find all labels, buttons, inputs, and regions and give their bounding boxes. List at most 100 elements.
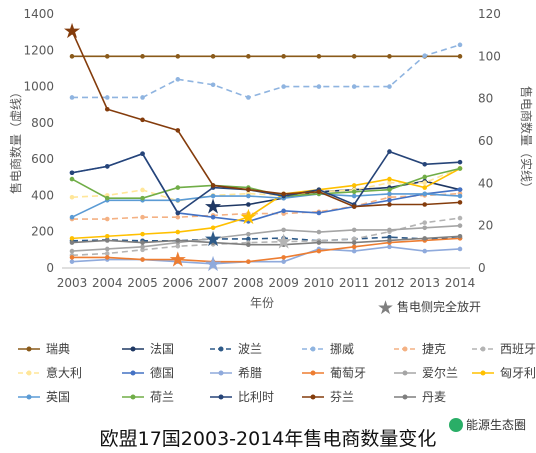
data-point [422,174,428,180]
series-line [71,236,461,242]
legend-marker [26,370,32,376]
data-point [281,235,286,241]
data-point [140,54,145,59]
data-point [281,191,286,197]
data-point [104,233,110,239]
data-point [246,236,251,242]
legend-marker [480,346,486,352]
y-left-tick-label: 400 [31,188,54,202]
full-opening-star-icon: ★ [274,230,293,254]
full-opening-star-icon: ★ [204,195,223,219]
x-tick-label: 2004 [92,276,123,290]
full-opening-star-icon: ★ [239,205,258,229]
legend-marker [26,346,32,352]
series-line [71,152,461,223]
data-point [104,95,110,100]
right-axis-title: 售电商数量（实线） [519,86,534,194]
data-point [69,259,75,264]
data-point [351,204,357,209]
y-left-tick-label: 600 [31,152,54,166]
data-point [246,95,251,100]
full-opening-star-icon: ★ [204,227,223,251]
y-right-tick-label: 120 [478,7,501,21]
leaf-icon [448,417,463,432]
watermark: 能源生态圈 [448,416,526,433]
data-point [210,259,216,264]
series-line [72,44,461,99]
data-point [387,191,392,197]
data-point [104,216,110,222]
legend-label: 意大利 [46,365,82,380]
y-right-tick-label: 40 [478,176,493,190]
series-line [72,192,461,220]
data-point [387,84,392,89]
x-tick-label: 2012 [374,276,405,290]
left-axis-title: 售电商数量（虚线） [8,86,23,194]
data-point [175,185,181,190]
x-tick-label: 2014 [445,276,476,290]
data-point [140,257,145,262]
data-point [246,54,251,59]
data-point [210,82,216,88]
data-point [104,195,110,201]
legend-label: 比利时 [238,390,274,404]
data-point [316,84,322,89]
data-point [69,170,75,176]
data-point [351,244,357,250]
data-point [387,234,392,240]
data-point [246,193,251,199]
legend-marker [310,394,316,400]
series-line [71,30,461,208]
x-tick-label: 2011 [339,276,370,290]
legend-marker [480,370,486,376]
legend-label: 挪威 [330,342,354,356]
legend-label: 法国 [150,342,174,356]
legend-label: 葡萄牙 [330,366,366,380]
legend-label: 瑞典 [46,342,70,356]
data-point [387,54,392,59]
data-point [246,202,251,207]
data-point [422,180,428,186]
data-point [175,238,181,243]
data-point [175,257,181,262]
data-point [69,248,75,254]
data-point [175,128,181,133]
data-point [316,54,322,59]
y-left-tick-label: 0 [46,261,54,275]
legend-marker [218,346,224,352]
data-point [316,240,322,245]
data-point [422,161,428,167]
legend-marker [402,370,408,376]
data-point [457,54,463,59]
data-point [175,197,181,203]
data-point [210,214,216,220]
data-point [246,242,251,248]
legend-label: 英国 [46,390,70,404]
data-point [387,227,392,233]
data-point [351,193,357,199]
data-point [281,54,286,59]
figure-caption: 欧盟17国2003-2014年售电商数量变化 [99,428,437,450]
star-icon: ★ [377,297,394,319]
x-tick-label: 2013 [409,276,440,290]
data-point [175,77,181,82]
data-point [387,180,392,186]
data-point [210,54,216,59]
data-point [422,185,428,190]
data-point [175,54,181,59]
series-line [71,224,461,252]
y-left-tick-label: 800 [31,116,54,130]
x-axis-title: 年份 [250,296,274,310]
data-point [69,240,75,245]
series-line [71,150,461,215]
y-left-tick-label: 1400 [23,7,54,21]
data-point [422,191,428,197]
data-point [210,240,216,245]
data-point [246,211,251,216]
line-chart: 0 200 400 600 800 1000 1200 1400 0 20 40 60 80 100 120… [8,7,536,404]
data-point [104,54,110,59]
legend-marker [402,394,408,400]
data-point [175,229,181,235]
series-line [71,246,461,265]
x-tick-label: 2006 [163,276,194,290]
